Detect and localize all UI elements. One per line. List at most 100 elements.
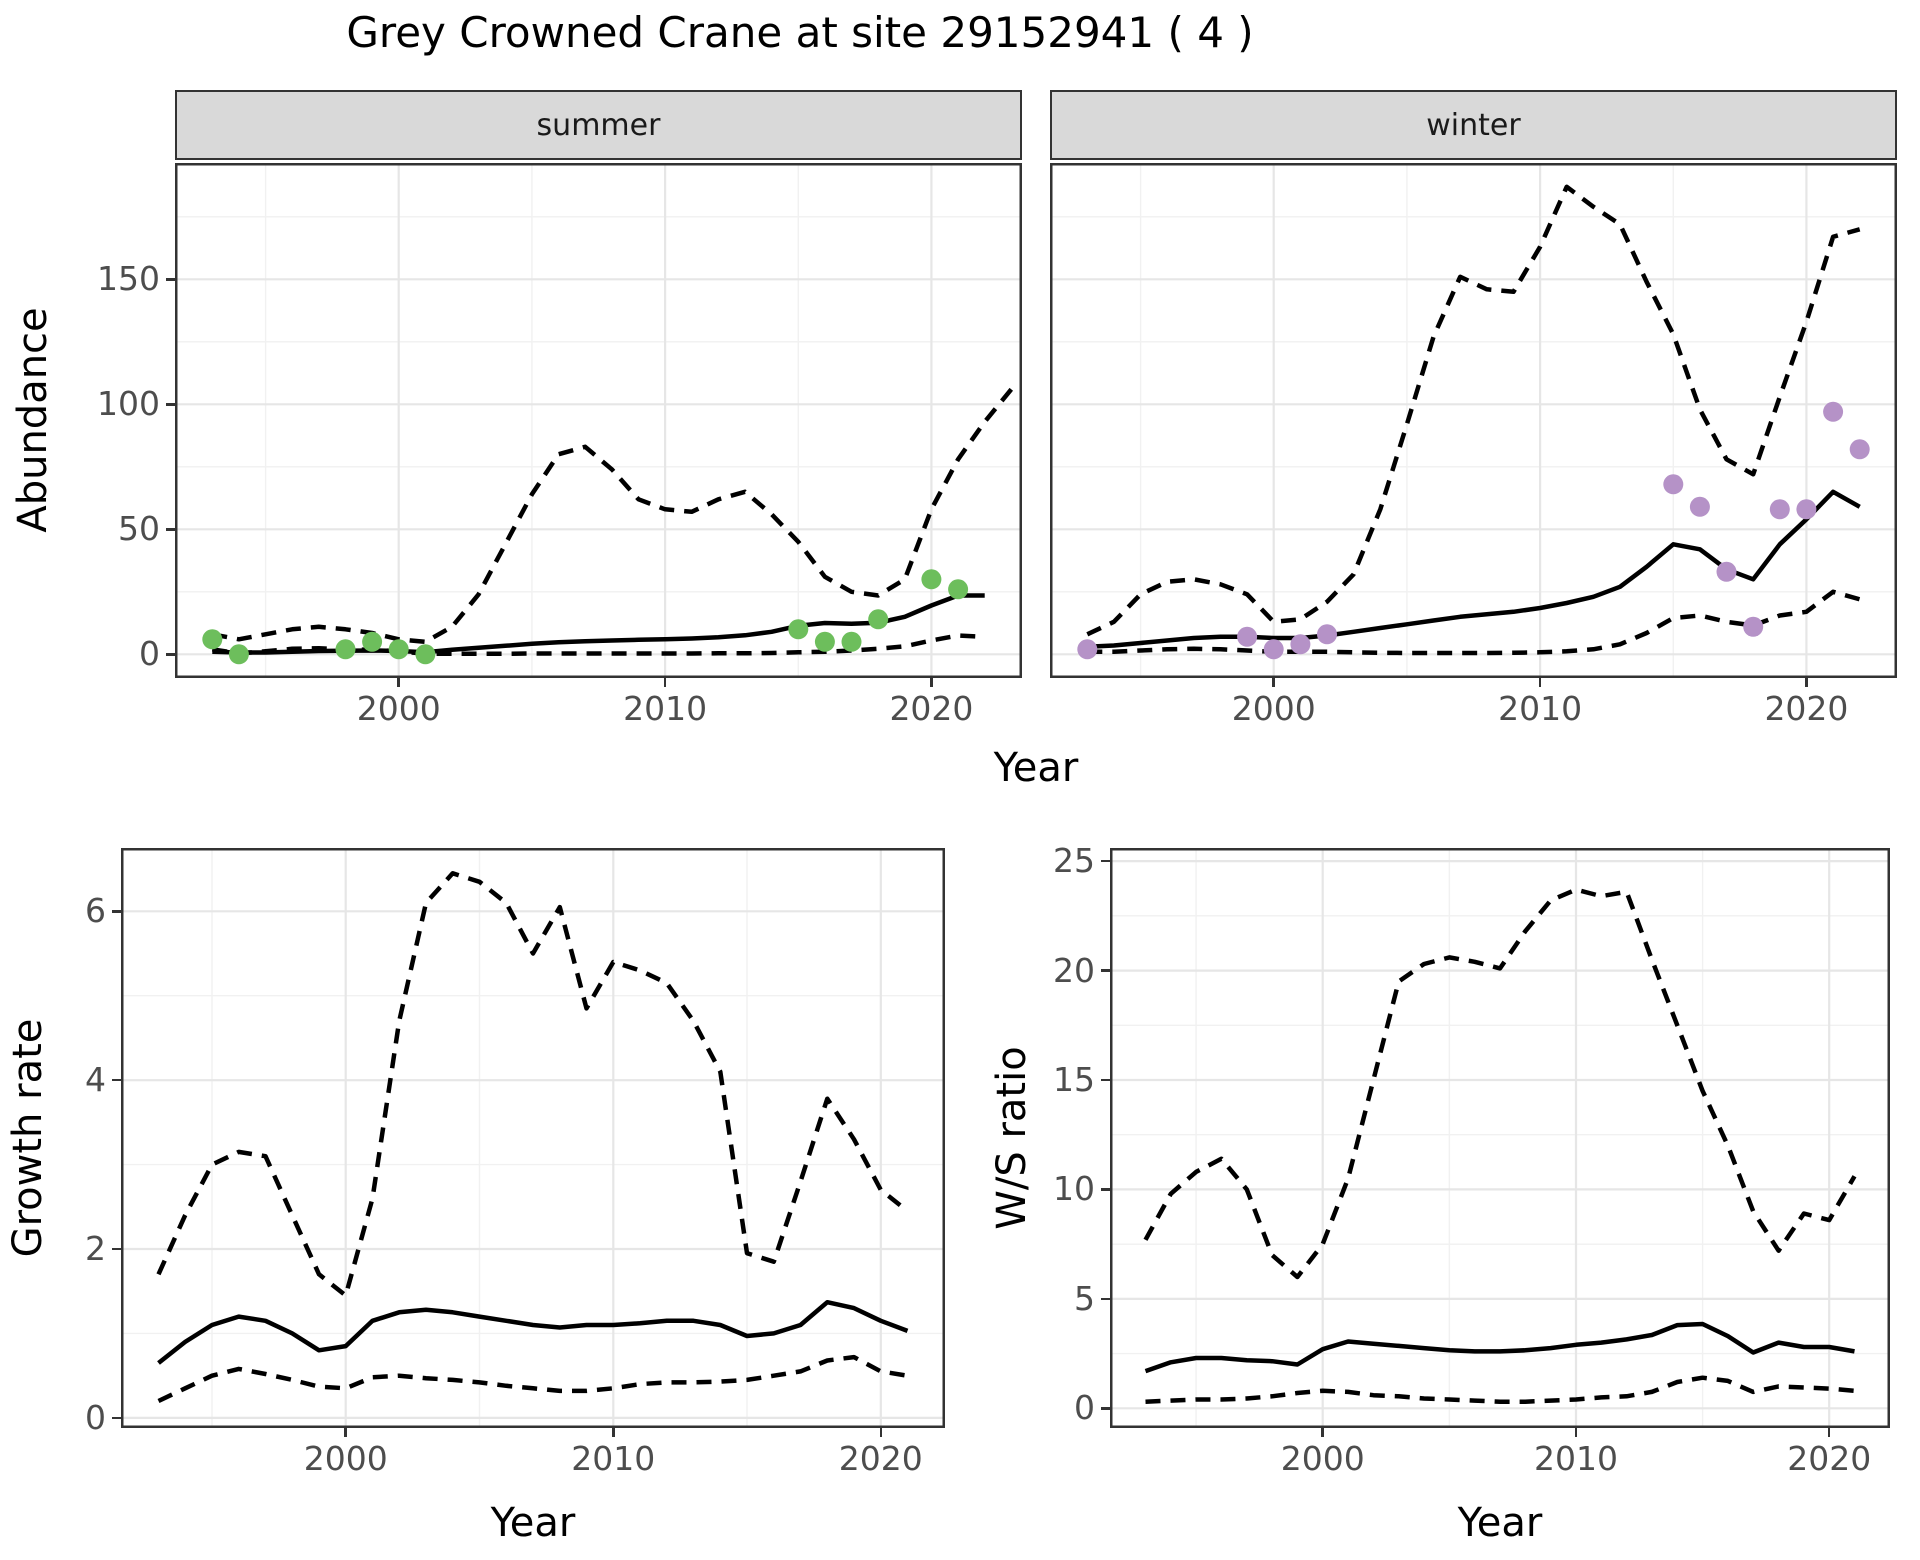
y-tick-label: 100 xyxy=(97,384,160,424)
ws-ratio-upper-ci xyxy=(1143,887,1857,1280)
x-tick-label: 2010 xyxy=(1498,689,1583,728)
y-tick-mark xyxy=(166,403,175,406)
panel-background xyxy=(121,848,945,1428)
x-tick-label: 2010 xyxy=(571,1439,656,1478)
x-tick-label: 2020 xyxy=(889,689,974,728)
data-point xyxy=(1317,624,1337,645)
x-tick-mark xyxy=(879,1428,883,1437)
y-tick-mark xyxy=(112,1078,121,1082)
x-tick-label: 2000 xyxy=(1280,1439,1365,1478)
y-tick-mark xyxy=(1101,859,1110,863)
data-point xyxy=(228,644,249,665)
data-point xyxy=(1743,616,1764,637)
x-tick-mark xyxy=(930,678,933,687)
growth-rate-panel xyxy=(121,848,945,1428)
panel-background xyxy=(1050,163,1897,678)
x-tick-label: 2020 xyxy=(838,1439,923,1478)
x-tick-label: 2000 xyxy=(1231,689,1316,728)
data-point xyxy=(948,579,969,600)
y-tick-mark xyxy=(112,1416,121,1420)
x-tick-label: 2010 xyxy=(623,689,708,728)
y-tick-label: 150 xyxy=(97,259,160,299)
x-tick-mark xyxy=(1272,678,1275,687)
abundance-winter-panel xyxy=(1050,163,1897,678)
growth-rate-lower-ci xyxy=(157,1354,908,1404)
data-point xyxy=(1769,499,1790,520)
x-tick-mark xyxy=(663,678,667,687)
x-tick-mark xyxy=(612,1428,615,1437)
abundance-winter-upper-ci xyxy=(1086,184,1861,637)
data-point xyxy=(788,619,809,640)
data-point xyxy=(1823,401,1844,422)
x-tick-mark xyxy=(1827,1428,1831,1437)
x-tick-label: 2020 xyxy=(1764,689,1849,728)
x-tick-mark xyxy=(344,1428,347,1437)
growth-rate-upper-ci xyxy=(156,871,909,1298)
data-point xyxy=(388,639,409,660)
panel-border xyxy=(121,848,945,1428)
plot-title: Grey Crowned Crane at site 29152941 ( 4 … xyxy=(346,8,1254,57)
y-tick-label: 20 xyxy=(1053,950,1095,990)
y-tick-label: 2 xyxy=(85,1229,106,1269)
y-tick-label: 0 xyxy=(85,1397,106,1437)
data-point xyxy=(814,631,835,652)
data-point xyxy=(1796,499,1817,520)
data-point xyxy=(1237,626,1258,647)
y-tick-mark xyxy=(1101,1188,1110,1191)
abundance-summer-upper-ci xyxy=(211,387,1014,645)
x-axis-title-ws: Year xyxy=(1457,1500,1543,1546)
data-point xyxy=(1077,639,1098,660)
panel-background xyxy=(1110,848,1890,1428)
facet-strip-summer-label: summer xyxy=(536,107,661,143)
x-tick-mark xyxy=(1805,678,1808,687)
data-point xyxy=(1663,474,1684,495)
y-tick-label: 0 xyxy=(1074,1388,1095,1428)
abundance-winter-lower-ci xyxy=(1087,589,1861,656)
facet-strip-winter: winter xyxy=(1050,90,1897,160)
x-tick-label: 2010 xyxy=(1533,1439,1618,1478)
panel-background xyxy=(175,163,1022,678)
facet-strip-summer: summer xyxy=(175,90,1022,160)
data-point xyxy=(1263,639,1284,660)
y-tick-mark xyxy=(1101,969,1110,972)
y-tick-mark xyxy=(112,910,121,913)
ws-ratio-panel xyxy=(1110,848,1890,1428)
data-point xyxy=(868,609,889,630)
y-tick-mark xyxy=(166,653,175,656)
ws-ratio-lower-ci xyxy=(1145,1375,1855,1404)
growth-rate-fit-line xyxy=(157,1299,909,1365)
facet-strip-winter-label: winter xyxy=(1426,107,1521,143)
data-point xyxy=(1849,439,1870,460)
data-point xyxy=(841,631,862,652)
data-point xyxy=(415,644,436,665)
y-tick-label: 25 xyxy=(1053,841,1095,881)
x-axis-title-top: Year xyxy=(993,745,1079,791)
y-tick-label: 4 xyxy=(85,1060,106,1100)
y-tick-label: 6 xyxy=(85,891,106,931)
y-tick-label: 10 xyxy=(1053,1169,1095,1209)
y-tick-mark xyxy=(1101,1297,1110,1301)
x-axis-title-growth: Year xyxy=(490,1500,576,1546)
y-tick-label: 5 xyxy=(1074,1278,1095,1318)
panel-border xyxy=(1050,163,1897,678)
x-tick-mark xyxy=(1538,678,1542,687)
panel-border xyxy=(1110,848,1890,1428)
x-tick-label: 2000 xyxy=(356,689,441,728)
y-axis-title-ws-ratio: W/S ratio xyxy=(989,1046,1035,1230)
y-tick-mark xyxy=(1101,1407,1110,1410)
panel-border xyxy=(175,163,1022,678)
x-tick-mark xyxy=(1321,1428,1324,1437)
y-tick-mark xyxy=(166,278,175,281)
ws-ratio-fit-line xyxy=(1144,1321,1855,1374)
y-tick-mark xyxy=(1101,1078,1110,1082)
data-point xyxy=(202,629,223,650)
data-point xyxy=(362,631,383,652)
x-tick-mark xyxy=(1574,1428,1578,1437)
y-tick-mark xyxy=(166,528,175,531)
y-tick-label: 15 xyxy=(1053,1060,1095,1099)
y-axis-title-abundance: Abundance xyxy=(10,307,56,533)
data-point xyxy=(335,639,356,660)
abundance-summer-panel xyxy=(175,163,1022,678)
x-tick-label: 2020 xyxy=(1787,1439,1872,1478)
y-tick-mark xyxy=(112,1247,121,1251)
